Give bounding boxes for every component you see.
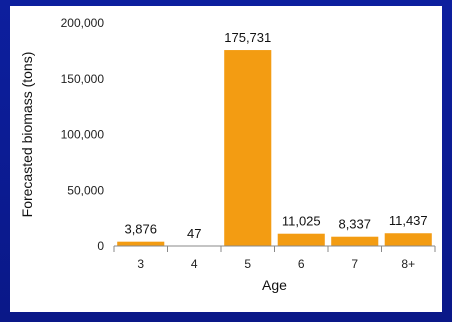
bar <box>331 236 379 246</box>
y-tick-label: 150,000 <box>61 72 105 86</box>
x-tick-label: 3 <box>137 257 144 271</box>
bar <box>384 233 432 246</box>
y-tick-label: 0 <box>97 239 104 253</box>
x-tick-label: 7 <box>351 257 358 271</box>
x-axis-ticks: 3 4 5 6 7 8+ <box>113 246 436 271</box>
bars: 3,876 47 175,731 11,025 8,337 11,437 <box>117 30 432 246</box>
x-tick-label: 5 <box>244 257 251 271</box>
data-label: 11,437 <box>389 213 428 228</box>
bar <box>117 241 165 246</box>
data-label: 11,025 <box>282 214 321 229</box>
x-axis-title: Age <box>262 277 287 293</box>
data-label: 3,876 <box>124 222 157 237</box>
data-label: 47 <box>187 226 201 241</box>
bar <box>277 233 325 246</box>
y-tick-label: 50,000 <box>67 183 104 197</box>
y-tick-label: 100,000 <box>61 128 105 142</box>
x-tick-label: 4 <box>191 257 198 271</box>
chart-panel: 0 50,000 100,000 150,000 200,000 3,876 47 175,… <box>10 6 442 312</box>
data-label: 175,731 <box>224 30 271 45</box>
bar <box>224 50 272 246</box>
y-axis-ticks: 0 50,000 100,000 150,000 200,000 <box>61 16 105 253</box>
y-tick-label: 200,000 <box>61 16 105 30</box>
data-label: 8,337 <box>338 217 371 232</box>
x-tick-label: 8+ <box>401 257 415 271</box>
y-axis-title: Forecasted biomass (tons) <box>19 52 35 218</box>
x-tick-label: 6 <box>298 257 305 271</box>
